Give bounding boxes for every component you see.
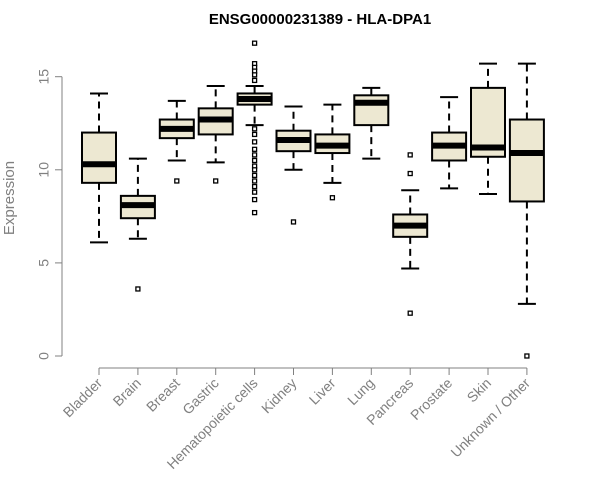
x-tick-label: Kidney	[258, 375, 300, 417]
box-pancreas	[392, 152, 429, 316]
y-tick-label: 15	[36, 69, 52, 85]
outlier-point	[251, 183, 258, 190]
outlier-point	[174, 178, 180, 184]
x-tick-label: Breast	[143, 375, 183, 415]
outlier-point	[407, 152, 413, 158]
outlier-point	[251, 196, 258, 203]
outlier-point	[290, 219, 297, 225]
outlier-point	[251, 167, 258, 173]
x-tick-label: Skin	[464, 375, 495, 406]
box-kidney	[275, 105, 312, 225]
y-tick-label: 10	[36, 162, 52, 178]
y-axis-label: Expression	[1, 161, 18, 235]
outlier-point	[135, 286, 141, 292]
chart-title: ENSG00000231389 - HLA-DPA1	[209, 11, 431, 28]
boxes-group	[81, 40, 545, 359]
outlier-point	[407, 310, 413, 316]
box-skin	[470, 62, 506, 196]
y-tick-label: 5	[36, 259, 52, 267]
outlier-point	[251, 152, 258, 158]
box-unknown-other	[508, 62, 545, 359]
outlier-point	[251, 126, 258, 132]
outlier-point	[251, 72, 258, 78]
outlier-point	[251, 172, 258, 179]
outlier-point	[213, 178, 219, 184]
outlier-point	[524, 353, 530, 359]
outlier-point	[251, 209, 258, 216]
box-lung	[353, 86, 390, 160]
y-axis: 0 5 10 15	[36, 69, 63, 360]
x-tick-label: Bladder	[60, 375, 106, 421]
box-liver	[314, 103, 351, 201]
x-tick-label: Prostate	[407, 375, 455, 423]
outlier-point	[251, 157, 258, 164]
outlier-point	[251, 131, 258, 138]
y-tick-label: 0	[36, 352, 52, 360]
box-bladder	[81, 92, 117, 244]
outlier-point	[251, 77, 258, 84]
box-iqr	[508, 118, 545, 203]
box-breast	[158, 99, 195, 184]
outlier-point	[251, 189, 258, 195]
box-prostate	[431, 96, 468, 190]
x-tick-label: Lung	[344, 375, 377, 408]
box-iqr	[81, 131, 117, 184]
box-gastric	[197, 85, 234, 184]
box-hematopoietic-cells	[236, 40, 273, 216]
x-tick-label: Liver	[306, 375, 339, 408]
outlier-point	[251, 178, 258, 184]
outlier-point	[251, 146, 258, 152]
box-brain	[119, 157, 156, 292]
outlier-point	[251, 40, 258, 46]
outlier-point	[407, 170, 413, 177]
x-tick-label: Brain	[110, 375, 144, 409]
outlier-point	[329, 195, 336, 201]
outlier-point	[251, 139, 258, 145]
